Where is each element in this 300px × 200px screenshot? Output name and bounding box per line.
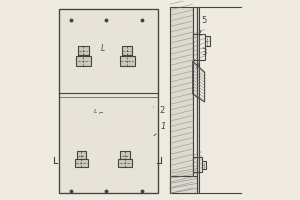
Text: L: L xyxy=(101,44,105,53)
Text: 1: 1 xyxy=(154,122,166,136)
Bar xyxy=(193,7,197,193)
Bar xyxy=(193,157,202,171)
Bar xyxy=(76,56,91,66)
Text: 3: 3 xyxy=(197,48,207,68)
Text: 2: 2 xyxy=(154,106,164,115)
Bar xyxy=(77,151,86,160)
Bar xyxy=(197,7,199,193)
Bar xyxy=(74,159,88,167)
Bar xyxy=(205,36,210,46)
Bar xyxy=(202,161,206,169)
Bar xyxy=(170,176,197,193)
Text: L: L xyxy=(94,109,98,114)
Bar xyxy=(58,9,158,193)
Bar xyxy=(120,56,135,66)
Bar xyxy=(118,159,132,167)
Text: ⌐: ⌐ xyxy=(98,110,103,115)
Bar xyxy=(122,46,132,55)
Bar xyxy=(78,46,88,55)
Bar xyxy=(193,34,205,60)
Text: 5: 5 xyxy=(200,16,207,33)
Bar xyxy=(170,7,193,193)
Bar xyxy=(120,151,130,160)
